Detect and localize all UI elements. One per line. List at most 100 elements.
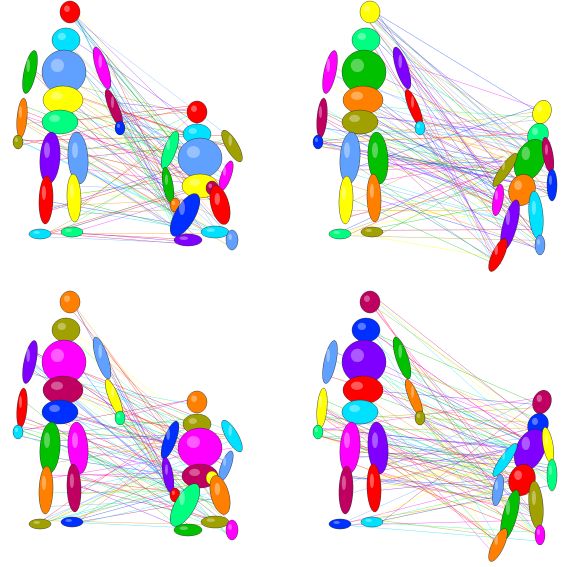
highlight xyxy=(349,114,360,122)
highlight xyxy=(536,394,542,402)
highlight xyxy=(166,428,170,440)
body-segment xyxy=(339,421,361,475)
correspondence-line xyxy=(371,298,512,517)
body-segment xyxy=(366,173,382,223)
highlight xyxy=(15,137,18,142)
correspondence-line xyxy=(373,460,498,497)
body-segment xyxy=(66,173,82,223)
body-segment xyxy=(38,465,54,515)
body-segment xyxy=(16,387,28,429)
highlight xyxy=(64,295,70,302)
body-segment xyxy=(342,85,384,115)
body-segment xyxy=(534,234,546,256)
correspondence-line xyxy=(420,129,497,260)
highlight xyxy=(417,123,420,128)
body-segment xyxy=(492,474,504,506)
body-segment xyxy=(225,519,239,541)
panel xyxy=(312,290,558,562)
highlight xyxy=(344,142,350,158)
body-segment xyxy=(366,463,382,513)
body-segment xyxy=(16,97,28,139)
highlight xyxy=(494,534,498,545)
body-segment xyxy=(492,184,504,216)
body-segment xyxy=(42,85,84,115)
highlight xyxy=(186,436,200,448)
highlight xyxy=(49,114,60,122)
body-segment xyxy=(359,0,381,24)
body-mesh xyxy=(12,290,126,530)
correspondence-line xyxy=(360,416,537,423)
body-segment xyxy=(170,483,200,527)
highlight xyxy=(165,174,168,186)
body-segment xyxy=(392,336,412,380)
panel xyxy=(12,290,243,541)
body-segment xyxy=(532,100,552,124)
panel xyxy=(12,0,243,251)
body-mesh xyxy=(12,0,126,240)
highlight xyxy=(208,183,212,188)
highlight xyxy=(165,464,168,475)
highlight xyxy=(98,54,102,68)
highlight xyxy=(172,200,175,205)
correspondence-line xyxy=(370,106,545,118)
body-segment xyxy=(12,424,24,440)
highlight xyxy=(372,432,378,448)
correspondence-line xyxy=(38,469,167,525)
body-mesh xyxy=(312,0,426,240)
body-segment xyxy=(312,424,324,440)
highlight xyxy=(50,348,64,362)
correspondence-line xyxy=(369,92,501,194)
body-segment xyxy=(342,375,384,405)
highlight xyxy=(214,193,220,205)
highlight xyxy=(41,185,47,200)
correspondence-line xyxy=(46,491,178,494)
correspondence-line xyxy=(376,148,497,206)
correspondence-line xyxy=(364,12,549,177)
body-mesh xyxy=(160,100,243,251)
correspondence-line xyxy=(400,62,542,110)
correspondence-line xyxy=(372,5,496,190)
highlight xyxy=(351,91,363,101)
correspondence-line xyxy=(118,421,191,491)
correspondence-line xyxy=(64,160,174,230)
correspondence-line xyxy=(338,524,544,542)
correspondence-line xyxy=(373,38,501,260)
highlight xyxy=(51,91,63,101)
correspondence-line xyxy=(383,155,503,175)
highlight xyxy=(537,529,540,535)
highlight xyxy=(228,234,232,240)
highlight xyxy=(521,146,530,160)
body-segment xyxy=(488,238,508,272)
highlight xyxy=(117,123,120,128)
body-segment xyxy=(528,480,544,530)
body-segment xyxy=(67,131,89,185)
correspondence-line xyxy=(59,32,232,238)
correspondence-line xyxy=(64,105,192,122)
body-segment xyxy=(22,50,38,94)
highlight xyxy=(206,518,215,522)
highlight xyxy=(372,142,378,158)
correspondence-line xyxy=(80,113,192,169)
correspondence-line xyxy=(378,188,502,265)
correspondence-line xyxy=(69,185,165,191)
highlight xyxy=(72,142,78,158)
highlight xyxy=(44,432,50,448)
correspondence-line xyxy=(70,233,186,240)
body-segment xyxy=(51,27,81,53)
correspondence-line xyxy=(60,412,169,445)
highlight xyxy=(369,183,374,198)
correspondence-line xyxy=(366,410,496,556)
correspondence-line xyxy=(413,112,547,146)
body-segment xyxy=(92,336,112,380)
highlight xyxy=(398,344,402,358)
body-segment xyxy=(534,524,546,546)
highlight xyxy=(19,106,22,118)
highlight xyxy=(349,404,360,412)
body-segment xyxy=(341,399,379,425)
highlight xyxy=(411,386,414,398)
correspondence-line xyxy=(367,129,542,141)
body-segment xyxy=(209,185,231,225)
body-segment xyxy=(546,458,558,492)
highlight xyxy=(326,58,330,72)
